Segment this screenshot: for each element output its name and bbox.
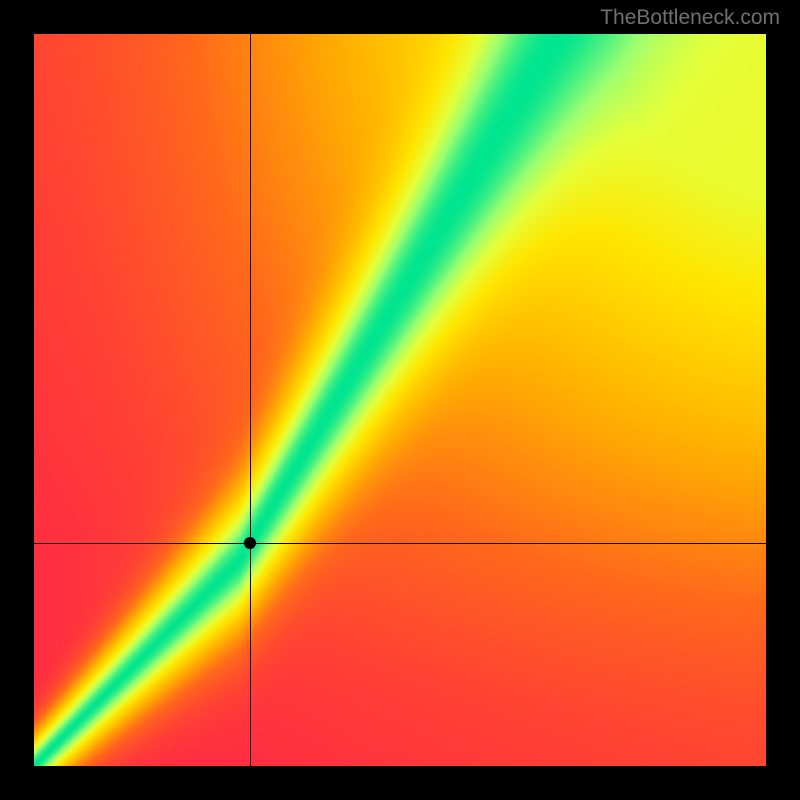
crosshair-marker [244,537,256,549]
watermark-text: TheBottleneck.com [600,6,780,30]
heatmap-canvas [34,34,766,766]
crosshair-vertical [250,34,251,766]
heatmap-plot [34,34,766,766]
crosshair-horizontal [34,543,766,544]
